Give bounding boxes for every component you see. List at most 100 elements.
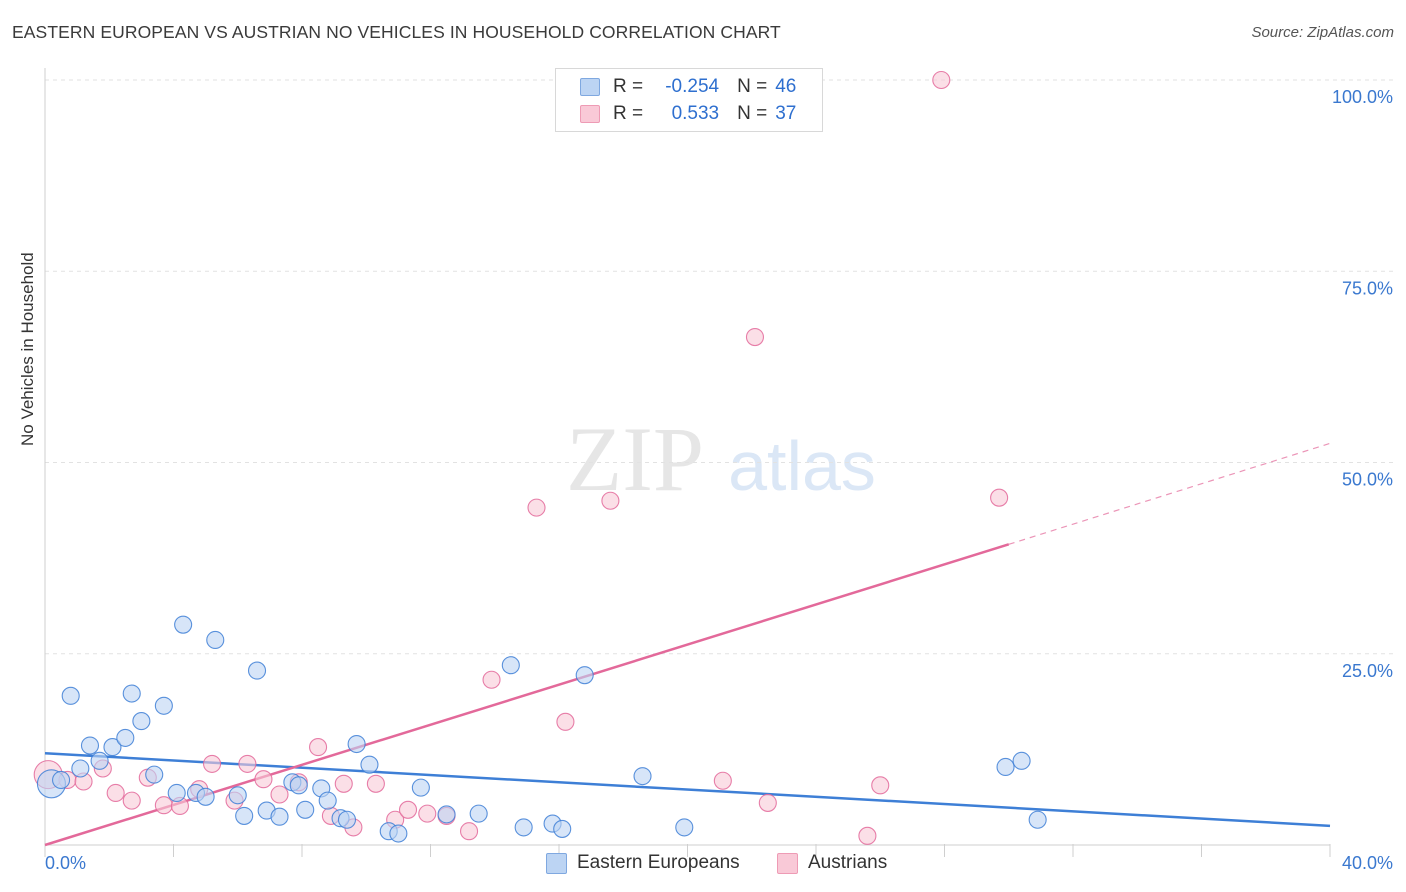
- point-eastern-european: [167, 783, 186, 803]
- y-tick-label: 25.0%: [1342, 661, 1393, 681]
- watermark-zip: ZIP: [566, 408, 704, 510]
- point-eastern-european: [289, 776, 308, 795]
- chart-title: EASTERN EUROPEAN VS AUSTRIAN NO VEHICLES…: [12, 22, 781, 42]
- point-eastern-european: [389, 824, 408, 843]
- r-label: R =: [613, 76, 644, 97]
- blue-swatch-icon: [580, 78, 600, 96]
- point-eastern-european: [270, 807, 289, 826]
- watermark: ZIP atlas: [566, 408, 876, 510]
- point-austrian: [745, 327, 765, 347]
- gridlines: [45, 79, 1395, 655]
- legend-label: Eastern Europeans: [577, 852, 740, 873]
- watermark-atlas: atlas: [728, 427, 876, 505]
- blue-swatch-icon: [546, 852, 567, 874]
- point-eastern-european: [1012, 751, 1031, 770]
- data-points: [33, 70, 1047, 845]
- point-eastern-european: [501, 656, 520, 675]
- point-austrian: [106, 783, 125, 803]
- point-eastern-european: [247, 661, 267, 680]
- point-eastern-european: [52, 770, 71, 790]
- point-austrian: [309, 738, 328, 757]
- point-austrian: [203, 754, 222, 773]
- point-austrian: [758, 793, 777, 812]
- axes: [44, 68, 1331, 857]
- n-value: 46: [775, 76, 797, 97]
- point-austrian: [601, 491, 620, 510]
- point-eastern-european: [514, 818, 533, 837]
- point-eastern-european: [347, 734, 366, 754]
- point-austrian: [238, 754, 257, 773]
- point-eastern-european: [90, 751, 109, 770]
- trend-line-austrians-extension: [1008, 442, 1331, 545]
- point-eastern-european: [318, 791, 337, 810]
- point-eastern-european: [228, 786, 247, 805]
- point-austrian: [398, 800, 418, 819]
- point-austrian: [871, 776, 890, 795]
- pink-swatch-icon: [580, 105, 600, 123]
- legend-row-austrians: R = 0.533 N = 37: [580, 102, 796, 126]
- y-tick-label: 50.0%: [1342, 470, 1393, 490]
- point-austrian: [527, 498, 546, 517]
- point-austrian: [418, 804, 437, 823]
- legend-row-eastern-europeans: R = -0.254 N = 46: [580, 75, 796, 99]
- point-austrian: [122, 791, 141, 810]
- point-eastern-european: [575, 666, 594, 685]
- r-value: -0.254: [665, 76, 720, 97]
- point-austrian: [713, 771, 732, 790]
- point-eastern-european: [337, 810, 357, 829]
- legend-item-eastern-europeans: Eastern Europeans: [546, 852, 740, 874]
- x-tick-label: 40.0%: [1342, 853, 1393, 873]
- point-austrian: [932, 70, 951, 90]
- point-austrian: [270, 785, 289, 804]
- trend-line-eastern-europeans: [44, 751, 1331, 828]
- point-eastern-european: [116, 728, 135, 747]
- point-eastern-european: [122, 684, 141, 703]
- point-eastern-european: [145, 765, 164, 784]
- pink-swatch-icon: [777, 852, 798, 874]
- n-value: 37: [775, 103, 797, 124]
- legend-label: Austrians: [808, 852, 888, 873]
- point-eastern-european: [206, 630, 225, 650]
- point-eastern-european: [675, 818, 694, 837]
- point-austrian: [858, 826, 877, 845]
- point-eastern-european: [196, 787, 215, 806]
- n-label: N =: [737, 76, 768, 97]
- point-eastern-european: [235, 806, 254, 825]
- point-eastern-european: [71, 759, 90, 778]
- y-tick-label: 75.0%: [1342, 278, 1393, 298]
- point-eastern-european: [174, 615, 193, 634]
- point-eastern-european: [437, 805, 456, 824]
- point-eastern-european: [411, 778, 430, 797]
- legend-item-austrians: Austrians: [777, 852, 887, 874]
- stats-legend: R = -0.254 N = 46 R = 0.533 N = 37: [555, 68, 823, 132]
- point-eastern-european: [1028, 810, 1047, 829]
- point-eastern-european: [80, 736, 100, 755]
- point-eastern-european: [996, 757, 1015, 777]
- point-eastern-european: [103, 738, 122, 757]
- point-austrian: [254, 770, 273, 789]
- point-eastern-european: [553, 819, 572, 838]
- point-austrian: [366, 774, 385, 793]
- y-axis-label: No Vehicles in Household: [18, 252, 37, 446]
- point-eastern-european: [154, 696, 173, 715]
- r-label: R =: [613, 103, 644, 124]
- y-tick-label: 100.0%: [1332, 87, 1393, 107]
- point-austrian: [154, 796, 173, 815]
- source-label: Source: ZipAtlas.com: [1251, 24, 1394, 41]
- n-label: N =: [737, 103, 768, 124]
- point-eastern-european: [633, 767, 652, 786]
- point-austrian: [482, 670, 501, 689]
- point-austrian: [556, 712, 575, 731]
- point-eastern-european: [296, 800, 315, 819]
- x-tick-label: 0.0%: [45, 853, 86, 873]
- tick-labels: 25.0% 50.0% 75.0% 100.0% 0.0% 40.0%: [45, 87, 1393, 873]
- point-eastern-european: [469, 804, 488, 823]
- point-austrian: [334, 774, 353, 793]
- point-eastern-european: [61, 686, 80, 705]
- r-value: 0.533: [671, 103, 720, 124]
- point-eastern-european: [132, 712, 151, 731]
- point-austrian: [990, 488, 1009, 507]
- point-austrian: [459, 822, 479, 841]
- point-eastern-european: [360, 755, 379, 774]
